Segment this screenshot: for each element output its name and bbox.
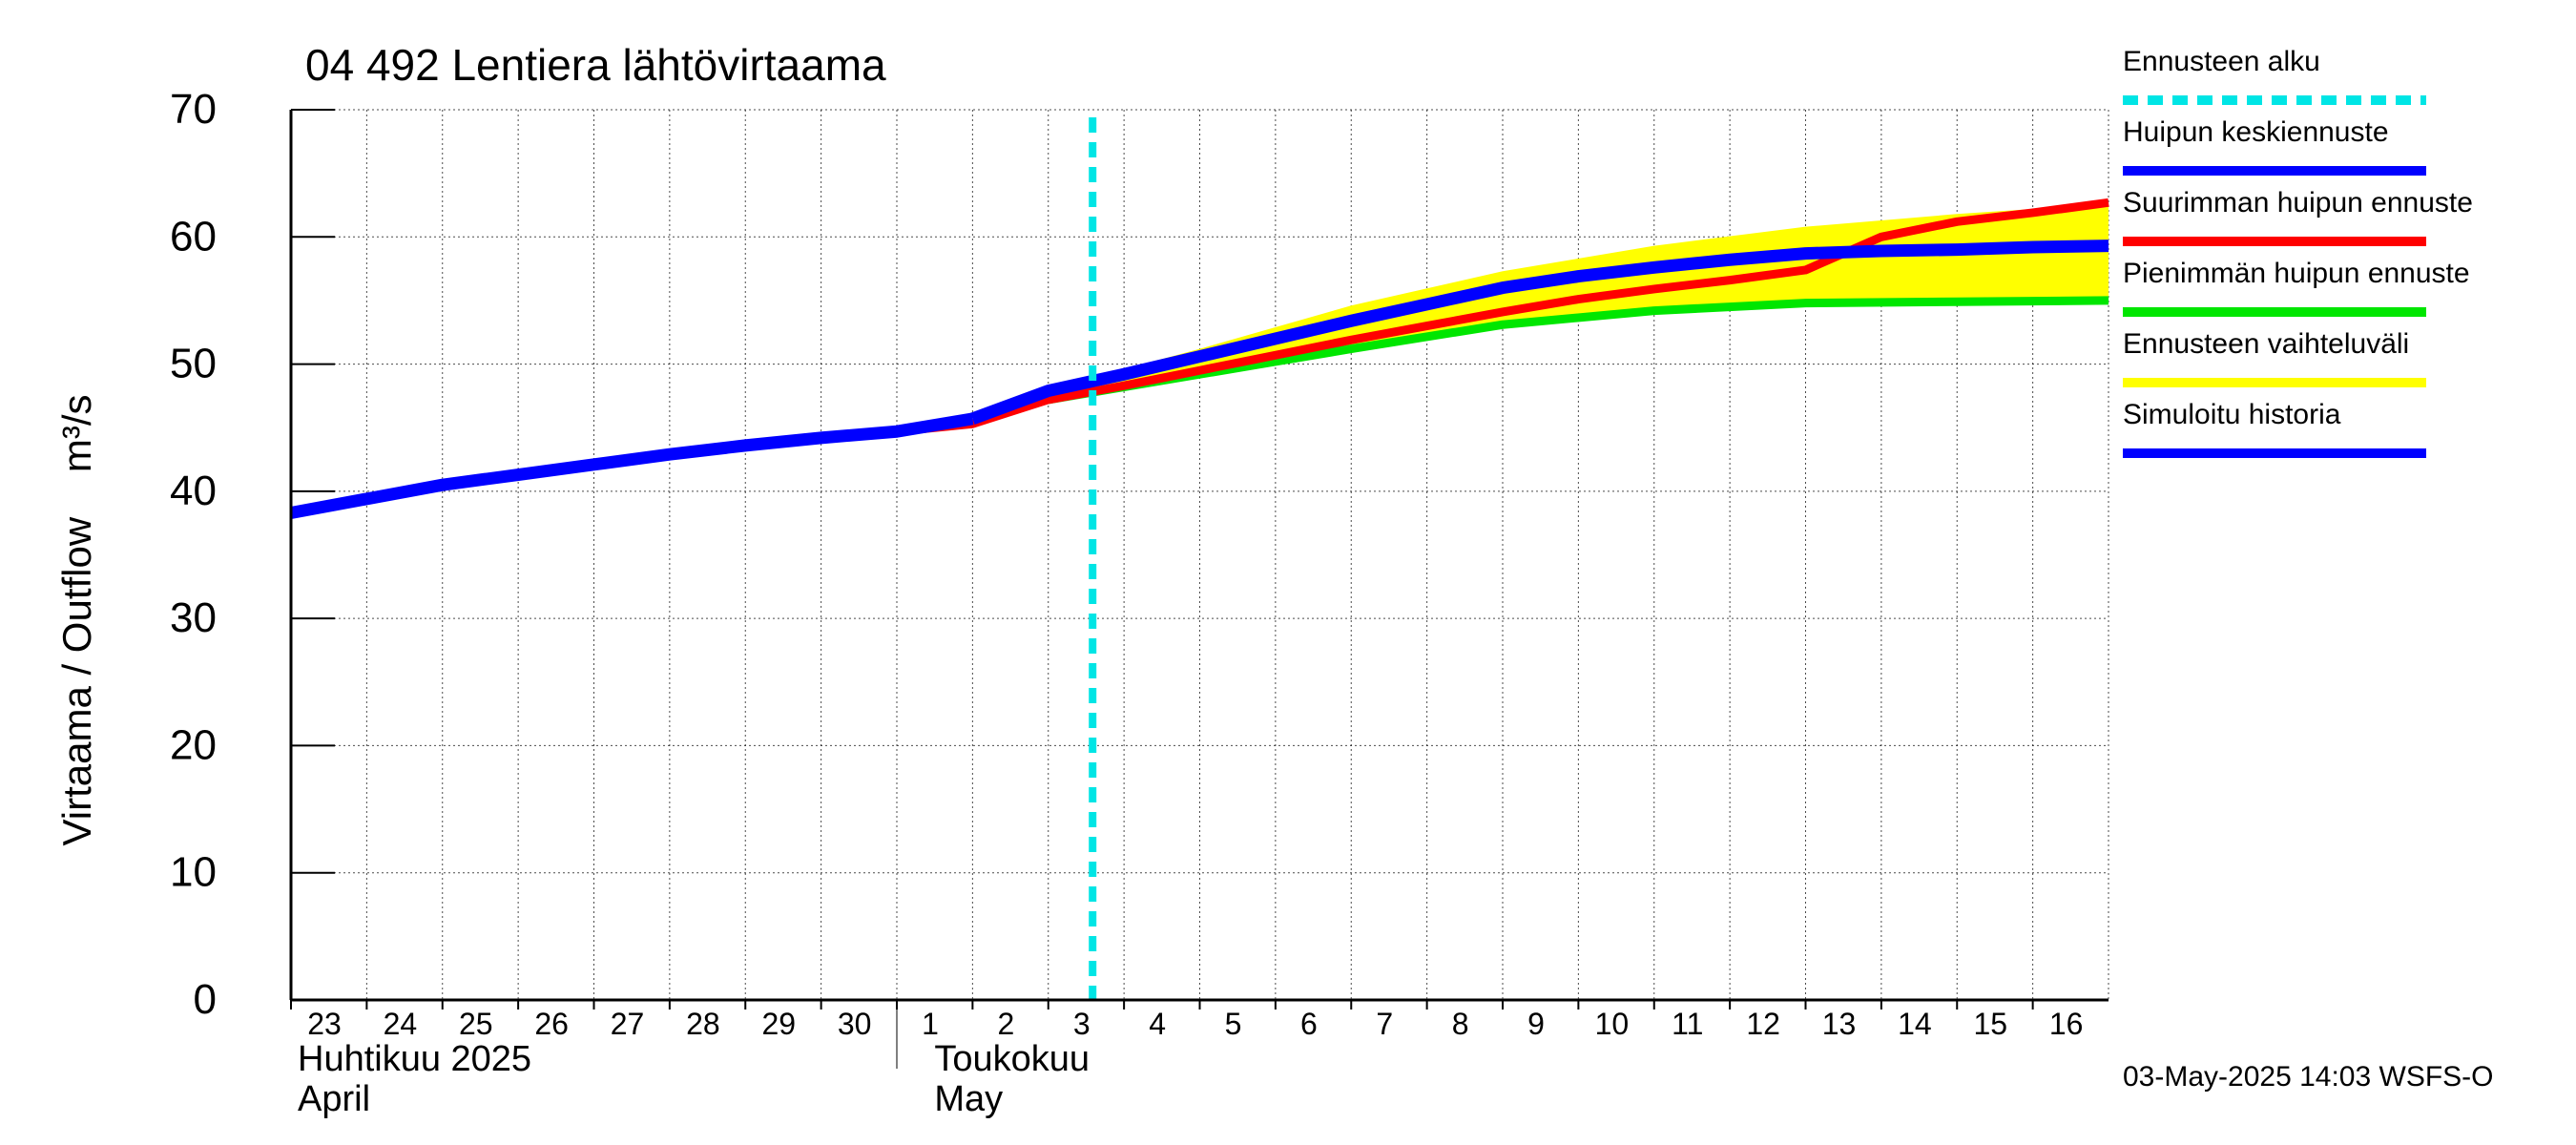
legend-label: Huipun keskiennuste bbox=[2123, 116, 2389, 148]
legend-swatch bbox=[2123, 166, 2426, 176]
y-tick-label: 60 bbox=[170, 213, 217, 260]
x-tick-label: 25 bbox=[459, 1007, 493, 1041]
x-tick-label: 1 bbox=[922, 1007, 939, 1041]
legend-label: Ennusteen vaihteluväli bbox=[2123, 328, 2410, 360]
legend-swatch bbox=[2123, 378, 2426, 387]
x-tick-label: 12 bbox=[1746, 1007, 1780, 1041]
x-tick-label: 8 bbox=[1452, 1007, 1469, 1041]
x-tick-label: 27 bbox=[611, 1007, 645, 1041]
x-tick-label: 2 bbox=[997, 1007, 1014, 1041]
legend-swatch bbox=[2123, 237, 2426, 246]
x-tick-label: 3 bbox=[1073, 1007, 1091, 1041]
y-tick-label: 40 bbox=[170, 468, 217, 514]
series-line bbox=[896, 198, 2109, 436]
x-tick-label: 7 bbox=[1376, 1007, 1393, 1041]
y-tick-label: 30 bbox=[170, 594, 217, 641]
x-tick-label: 4 bbox=[1149, 1007, 1166, 1041]
month-label-en: May bbox=[934, 1079, 1003, 1119]
legend-item-range: Ennusteen vaihteluväli bbox=[2123, 328, 2562, 399]
y-tick-label: 50 bbox=[170, 341, 217, 387]
axes bbox=[289, 109, 2109, 1069]
x-tick-label: 6 bbox=[1300, 1007, 1318, 1041]
legend-label: Simuloitu historia bbox=[2123, 399, 2341, 430]
legend-swatch bbox=[2123, 95, 2426, 105]
timestamp-footer: 03-May-2025 14:03 WSFS-O bbox=[2123, 1061, 2494, 1093]
x-tick-label: 29 bbox=[761, 1007, 796, 1041]
y-tick-label: 0 bbox=[194, 976, 217, 1023]
x-tick-label: 16 bbox=[2049, 1007, 2084, 1041]
legend-label: Ennusteen alku bbox=[2123, 46, 2320, 77]
x-tick-label: 26 bbox=[534, 1007, 569, 1041]
series-line bbox=[289, 412, 974, 519]
month-label-fi: Toukokuu bbox=[934, 1039, 1090, 1079]
series-line bbox=[970, 239, 2109, 425]
legend-item-max-peak: Suurimman huipun ennuste bbox=[2123, 187, 2562, 258]
x-tick-label: 30 bbox=[838, 1007, 872, 1041]
legend-item-simulated-history: Simuloitu historia bbox=[2123, 399, 2562, 469]
y-tick-label: 10 bbox=[170, 849, 217, 896]
y-tick-label: 20 bbox=[170, 721, 217, 768]
month-label-fi: Huhtikuu 2025 bbox=[298, 1039, 531, 1079]
x-tick-label: 14 bbox=[1898, 1007, 1932, 1041]
x-tick-label: 28 bbox=[686, 1007, 720, 1041]
x-tick-label: 10 bbox=[1595, 1007, 1630, 1041]
legend-swatch bbox=[2123, 307, 2426, 317]
series-lines bbox=[289, 117, 2109, 1000]
chart-title: 04 492 Lentiera lähtövirtaama bbox=[305, 40, 886, 90]
legend-label: Pienimmän huipun ennuste bbox=[2123, 258, 2470, 289]
y-axis-label: Virtaama / Outflow m³/s bbox=[54, 394, 99, 845]
x-tick-label: 15 bbox=[1973, 1007, 2007, 1041]
legend-label: Suurimman huipun ennuste bbox=[2123, 187, 2473, 219]
legend-item-mean-peak: Huipun keskiennuste bbox=[2123, 116, 2562, 187]
legend-swatch bbox=[2123, 448, 2426, 458]
x-tick-label: 13 bbox=[1822, 1007, 1857, 1041]
x-tick-label: 23 bbox=[307, 1007, 342, 1041]
x-tick-label: 5 bbox=[1225, 1007, 1242, 1041]
legend-item-forecast-start: Ennusteen alku bbox=[2123, 46, 2562, 116]
legend-item-min-peak: Pienimmän huipun ennuste bbox=[2123, 258, 2562, 328]
x-tick-label: 11 bbox=[1672, 1007, 1703, 1041]
series-line bbox=[1048, 296, 2109, 405]
x-tick-label: 24 bbox=[384, 1007, 418, 1041]
x-tick-label: 9 bbox=[1527, 1007, 1545, 1041]
legend: Ennusteen alku Huipun keskiennuste Suuri… bbox=[2123, 46, 2562, 469]
y-tick-label: 70 bbox=[170, 86, 217, 133]
month-label-en: April bbox=[298, 1079, 370, 1119]
